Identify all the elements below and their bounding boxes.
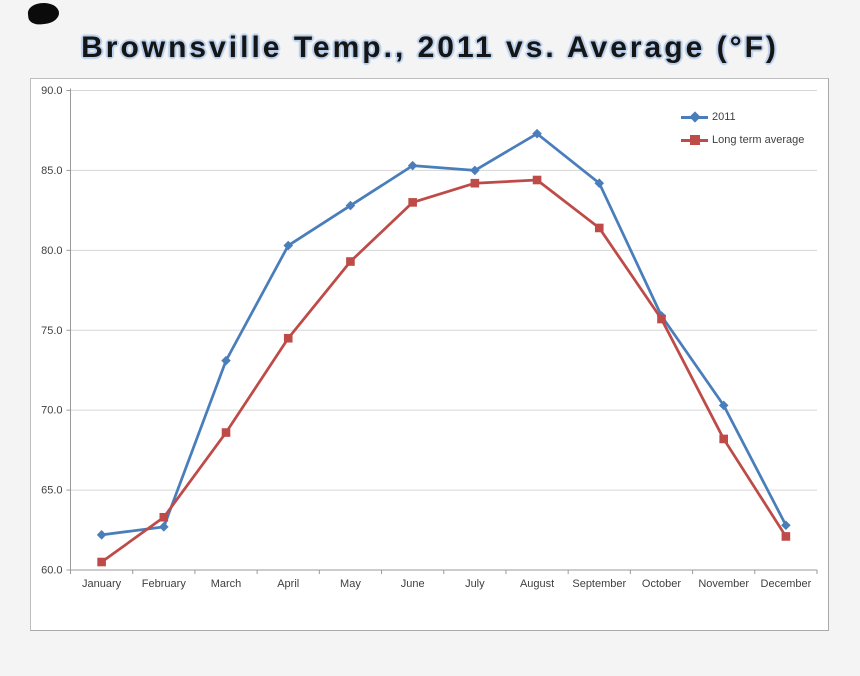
line-chart-plot: 60.0 65.0 70.0 75.0 80.0 85.0 90.0 January Febru…: [41, 85, 818, 590]
data-point-square-long-term-average: [719, 434, 728, 444]
x-tick-label: June: [401, 578, 425, 590]
data-point-square-long-term-average: [159, 512, 169, 522]
data-point-square-long-term-average: [283, 333, 293, 343]
x-tick-label: September: [572, 578, 626, 590]
series-line-long-term-average: [100, 178, 788, 564]
y-tick-label: 80.0: [41, 245, 62, 257]
data-point-square-long-term-average: [781, 532, 791, 541]
y-tick-label: 60.0: [41, 565, 62, 577]
chart-area: 60.0 65.0 70.0 75.0 80.0 85.0 90.0 January Febru…: [30, 78, 829, 631]
x-tick-label: December: [761, 578, 812, 590]
data-point-square-long-term-average: [532, 175, 542, 185]
diamond-marker-icon: [689, 111, 701, 123]
data-point-diamond-2011: [718, 400, 729, 411]
data-point-diamond-2011: [96, 530, 107, 540]
x-tick-label: April: [277, 578, 299, 590]
x-tick-label: August: [520, 578, 554, 590]
data-point-diamond-2011: [594, 178, 605, 189]
x-tick-label: March: [211, 578, 242, 590]
corner-artifact: [26, 1, 61, 26]
data-point-diamond-2011: [283, 240, 294, 251]
x-tick-label: October: [642, 578, 681, 590]
data-point-square-long-term-average: [97, 557, 106, 567]
legend-entry-long-term-average: Long term average: [681, 132, 804, 148]
data-point-square-long-term-average: [594, 223, 604, 233]
data-point-diamond-2011: [159, 522, 169, 532]
x-tick-label: July: [465, 578, 485, 590]
data-point-diamond-2011: [781, 520, 791, 531]
data-point-square-long-term-average: [470, 178, 480, 188]
data-point-square-long-term-average: [408, 198, 417, 207]
legend-entry-2011: 2011: [681, 109, 804, 125]
x-tick-label: May: [340, 578, 361, 590]
data-point-diamond-2011: [221, 355, 231, 366]
legend-label-2011: 2011: [712, 111, 736, 123]
x-tick-label: November: [698, 578, 749, 590]
data-point-square-long-term-average: [346, 257, 355, 266]
y-tick-label: 90.0: [41, 85, 62, 97]
legend-sample-2011: [681, 109, 708, 125]
y-tick-label: 70.0: [41, 405, 62, 417]
chart-title: Brownsville Temp., 2011 vs. Average (°F): [81, 31, 779, 64]
square-marker-icon: [690, 135, 700, 145]
y-tick-label: 65.0: [41, 485, 62, 497]
data-point-square-long-term-average: [657, 314, 666, 324]
legend-label-long-term-average: Long term average: [712, 134, 805, 146]
data-point-diamond-2011: [407, 160, 418, 171]
y-tick-label: 75.0: [41, 325, 62, 337]
x-tick-label: February: [142, 578, 187, 590]
y-tick-label: 85.0: [41, 165, 62, 177]
series-line-2011: [100, 132, 788, 537]
legend: 2011 Long term average: [681, 109, 804, 148]
legend-sample-long-term-average: [681, 132, 708, 148]
x-tick-label: January: [82, 578, 122, 590]
data-point-square-long-term-average: [221, 428, 231, 437]
